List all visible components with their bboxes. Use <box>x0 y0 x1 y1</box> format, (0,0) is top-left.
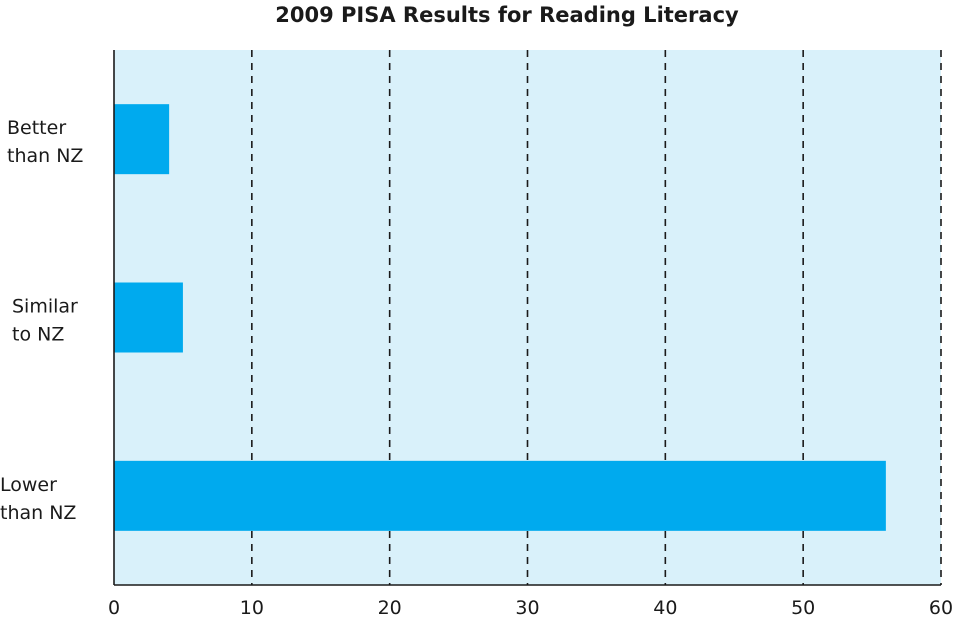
category-label-0: Better than NZ <box>7 117 83 167</box>
category-label-1: Similar to NZ <box>12 296 78 346</box>
category-label-line: Similar <box>12 296 78 318</box>
bars <box>114 104 886 531</box>
x-tick-label-0: 0 <box>108 597 120 619</box>
axes <box>113 50 941 586</box>
bar-0 <box>114 104 170 175</box>
x-tick-label-30: 30 <box>515 597 539 619</box>
category-label-line: Lower <box>0 474 57 496</box>
x-tick-label-40: 40 <box>653 597 677 619</box>
x-tick-label-20: 20 <box>378 597 402 619</box>
x-tick-label-10: 10 <box>240 597 264 619</box>
category-labels: Better than NZ Similar to NZ Lower than NZ <box>0 117 83 524</box>
category-label-2: Lower than NZ <box>0 474 76 524</box>
bar-2 <box>114 460 886 531</box>
x-tick-labels: 0 10 20 30 40 50 60 <box>108 597 953 619</box>
category-label-line: than NZ <box>7 145 83 167</box>
category-label-line: than NZ <box>0 502 76 524</box>
x-tick-label-50: 50 <box>791 597 815 619</box>
chart-title: 2009 PISA Results for Reading Literacy <box>275 3 739 27</box>
category-label-line: to NZ <box>12 324 64 346</box>
x-tick-label-60: 60 <box>929 597 953 619</box>
category-label-line: Better <box>7 117 66 139</box>
bar-1 <box>114 282 183 353</box>
